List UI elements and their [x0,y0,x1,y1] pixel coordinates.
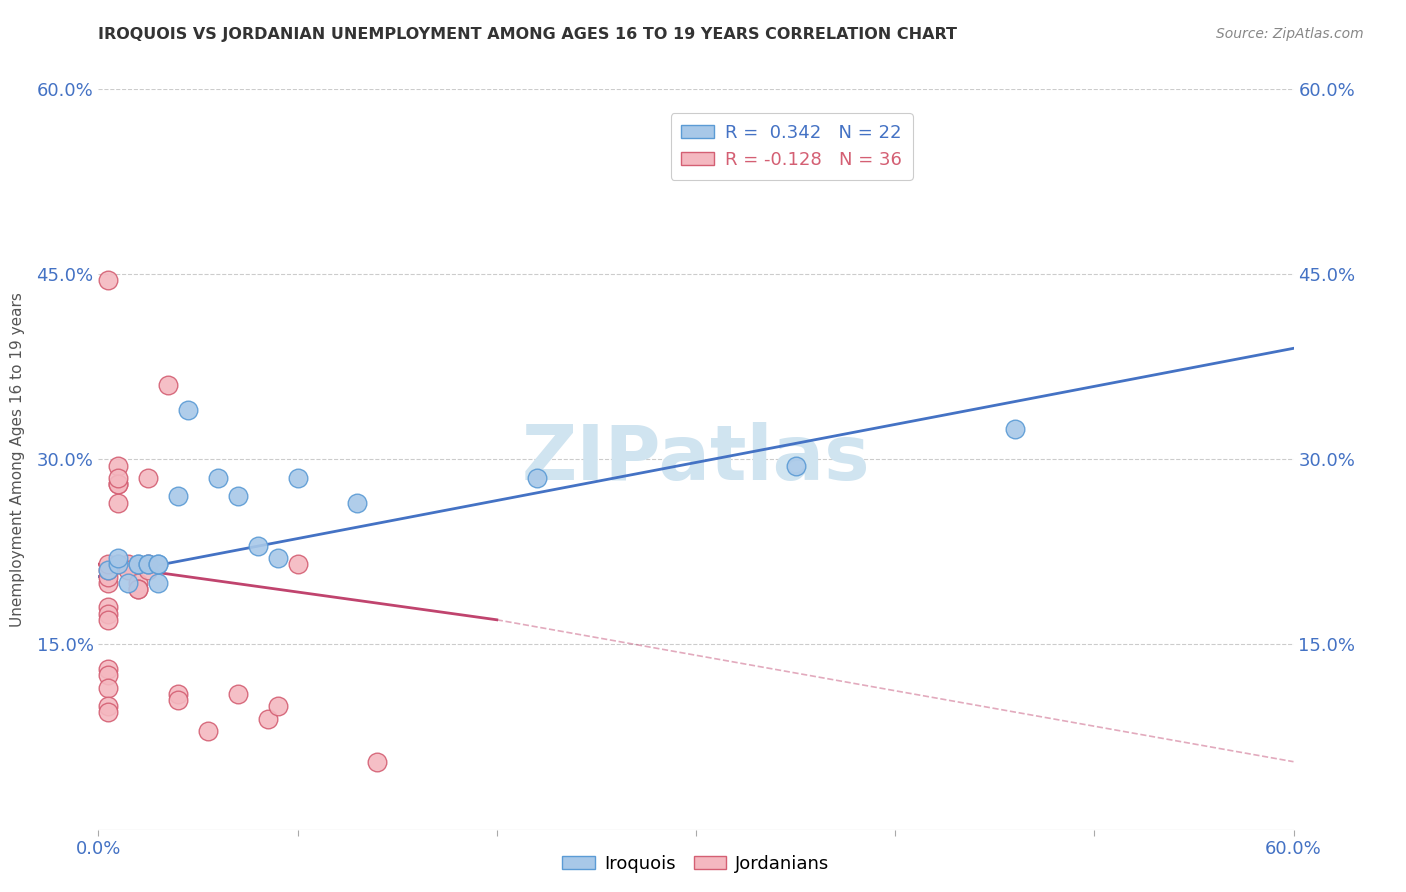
Point [97,575,120,590]
Point [97,668,120,682]
Point [97,569,120,583]
Point [127,558,149,572]
Point [256,712,278,726]
Point [226,687,249,701]
Point [226,489,249,503]
Point [97,662,120,676]
Point [177,403,200,417]
Point [127,558,149,572]
Text: ZIPatlas: ZIPatlas [522,423,870,496]
Point [167,693,190,707]
Text: IROQUOIS VS JORDANIAN UNEMPLOYMENT AMONG AGES 16 TO 19 YEARS CORRELATION CHART: IROQUOIS VS JORDANIAN UNEMPLOYMENT AMONG… [98,27,957,42]
Point [526,471,548,485]
Point [97,607,120,621]
Point [136,471,159,485]
Point [107,558,129,572]
Point [107,551,129,566]
Point [167,687,190,701]
Y-axis label: Unemployment Among Ages 16 to 19 years: Unemployment Among Ages 16 to 19 years [10,292,25,627]
Point [785,458,807,473]
Point [148,558,170,572]
Point [117,575,139,590]
Point [366,755,388,769]
Point [107,458,129,473]
Point [267,699,290,714]
Point [107,558,129,572]
Point [97,600,120,615]
Point [107,471,129,485]
Point [197,723,219,738]
Point [127,575,149,590]
Point [267,551,290,566]
Point [346,495,368,509]
Point [1004,421,1026,435]
Point [117,564,139,578]
Point [97,706,120,720]
Point [97,681,120,695]
Point [107,477,129,491]
Point [148,575,170,590]
Point [136,558,159,572]
Point [117,558,139,572]
Point [97,564,120,578]
Point [167,489,190,503]
Point [97,613,120,627]
Point [287,558,309,572]
Point [97,699,120,714]
Text: Source: ZipAtlas.com: Source: ZipAtlas.com [1216,27,1364,41]
Point [136,558,159,572]
Legend: Iroquois, Jordanians: Iroquois, Jordanians [555,847,837,880]
Point [97,564,120,578]
Point [97,558,120,572]
Point [107,477,129,491]
Point [157,378,180,392]
Point [127,582,149,596]
Point [246,539,269,553]
Point [107,495,129,509]
Point [148,558,170,572]
Point [127,582,149,596]
Point [287,471,309,485]
Point [207,471,229,485]
Point [136,558,159,572]
Point [136,564,159,578]
Point [97,273,120,287]
